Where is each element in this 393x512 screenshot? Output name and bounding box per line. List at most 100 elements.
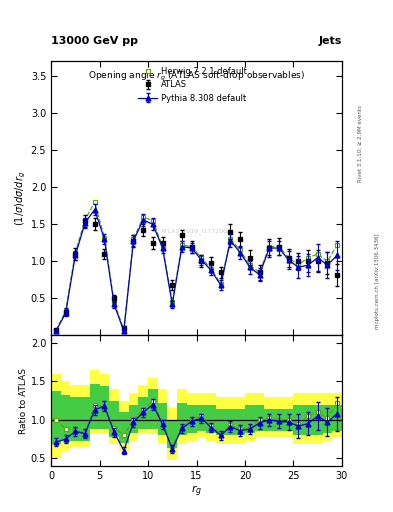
Bar xyxy=(158,403,167,435)
Herwig 7.2.1 default xyxy=(325,259,330,265)
Bar xyxy=(313,393,323,444)
Bar xyxy=(80,397,90,441)
Bar xyxy=(61,381,70,451)
Herwig 7.2.1 default xyxy=(102,234,107,241)
Bar xyxy=(177,403,187,435)
Bar xyxy=(148,378,158,434)
Bar xyxy=(216,409,226,435)
Text: Opening angle $r_g$ (ATLAS soft-drop observables): Opening angle $r_g$ (ATLAS soft-drop obs… xyxy=(88,70,305,83)
Herwig 7.2.1 default xyxy=(180,242,184,248)
Herwig 7.2.1 default xyxy=(219,281,223,287)
Bar xyxy=(129,393,138,441)
Bar xyxy=(80,386,90,447)
Herwig 7.2.1 default xyxy=(209,266,213,272)
Bar xyxy=(109,401,119,437)
Bar xyxy=(196,393,206,437)
Bar xyxy=(148,389,158,429)
Text: Rivet 3.1.10; ≥ 2.9M events: Rivet 3.1.10; ≥ 2.9M events xyxy=(358,105,363,182)
Herwig 7.2.1 default xyxy=(121,327,126,333)
Bar xyxy=(332,393,342,437)
Bar xyxy=(284,409,294,432)
Bar xyxy=(274,397,284,437)
Bar xyxy=(245,393,255,441)
Herwig 7.2.1 default xyxy=(151,218,155,224)
X-axis label: $r_g$: $r_g$ xyxy=(191,483,202,499)
Herwig 7.2.1 default xyxy=(131,236,136,242)
Bar xyxy=(264,409,274,432)
Bar xyxy=(119,401,129,452)
Herwig 7.2.1 default xyxy=(83,217,87,223)
Bar xyxy=(70,386,80,447)
Bar xyxy=(187,393,196,441)
Bar xyxy=(226,409,235,435)
Bar xyxy=(245,404,255,433)
Legend: Herwig 7.2.1 default, ATLAS, Pythia 8.308 default: Herwig 7.2.1 default, ATLAS, Pythia 8.30… xyxy=(137,66,248,104)
Herwig 7.2.1 default xyxy=(248,262,252,268)
Bar xyxy=(129,404,138,433)
Bar xyxy=(99,386,109,429)
Bar xyxy=(177,389,187,444)
Bar xyxy=(323,393,332,441)
Herwig 7.2.1 default xyxy=(238,247,242,253)
Herwig 7.2.1 default xyxy=(189,244,194,250)
Text: 13000 GeV pp: 13000 GeV pp xyxy=(51,36,138,46)
Bar xyxy=(158,389,167,444)
Bar xyxy=(303,393,313,444)
Bar xyxy=(109,389,119,444)
Herwig 7.2.1 default xyxy=(160,244,165,250)
Herwig 7.2.1 default xyxy=(73,249,78,255)
Bar xyxy=(255,404,264,432)
Bar xyxy=(90,370,99,434)
Bar xyxy=(61,395,70,441)
Bar xyxy=(196,404,206,432)
Bar xyxy=(167,420,177,449)
Bar xyxy=(70,397,80,441)
Herwig 7.2.1 default xyxy=(63,308,68,314)
Herwig 7.2.1 default xyxy=(53,327,58,333)
Bar xyxy=(264,397,274,437)
Bar xyxy=(235,409,245,435)
Bar xyxy=(167,409,177,460)
Text: mcplots.cern.ch [arXiv:1306.3436]: mcplots.cern.ch [arXiv:1306.3436] xyxy=(375,234,380,329)
Herwig 7.2.1 default xyxy=(199,254,204,261)
Bar xyxy=(284,397,294,437)
Bar xyxy=(235,397,245,444)
Herwig 7.2.1 default xyxy=(228,236,233,242)
Bar xyxy=(255,393,264,437)
Herwig 7.2.1 default xyxy=(296,262,301,268)
Bar xyxy=(138,397,148,429)
Bar xyxy=(206,393,216,441)
Bar xyxy=(332,404,342,432)
Bar xyxy=(187,404,196,433)
Bar xyxy=(99,374,109,434)
Bar xyxy=(90,384,99,429)
Bar xyxy=(294,404,303,435)
Bar xyxy=(119,412,129,443)
Herwig 7.2.1 default xyxy=(257,269,262,275)
Y-axis label: Ratio to ATLAS: Ratio to ATLAS xyxy=(19,368,28,434)
Herwig 7.2.1 default xyxy=(335,242,340,248)
Bar xyxy=(51,374,61,458)
Bar xyxy=(303,404,313,435)
Herwig 7.2.1 default xyxy=(170,299,174,305)
Bar xyxy=(294,393,303,444)
Text: ATLAS_2019_I1772062: ATLAS_2019_I1772062 xyxy=(161,228,232,234)
Bar xyxy=(206,404,216,433)
Y-axis label: $(1/\sigma) d\sigma/dr_g$: $(1/\sigma) d\sigma/dr_g$ xyxy=(13,171,28,226)
Bar xyxy=(216,397,226,444)
Herwig 7.2.1 default xyxy=(112,299,116,305)
Herwig 7.2.1 default xyxy=(92,199,97,205)
Bar xyxy=(323,404,332,433)
Bar xyxy=(51,391,61,444)
Text: Jets: Jets xyxy=(319,36,342,46)
Bar xyxy=(226,397,235,444)
Herwig 7.2.1 default xyxy=(267,244,272,250)
Bar xyxy=(274,409,284,432)
Herwig 7.2.1 default xyxy=(306,254,310,261)
Line: Herwig 7.2.1 default: Herwig 7.2.1 default xyxy=(53,200,340,333)
Herwig 7.2.1 default xyxy=(277,244,281,250)
Herwig 7.2.1 default xyxy=(286,254,291,261)
Herwig 7.2.1 default xyxy=(141,214,145,220)
Bar xyxy=(313,404,323,435)
Herwig 7.2.1 default xyxy=(315,251,320,257)
